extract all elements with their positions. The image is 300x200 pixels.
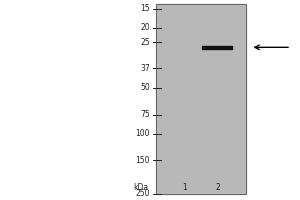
Bar: [202, 46, 232, 49]
Text: kDa: kDa: [134, 184, 148, 192]
Text: 25: 25: [140, 38, 150, 47]
Text: 2: 2: [215, 184, 220, 192]
Bar: [156, 4, 246, 194]
Text: 20: 20: [140, 23, 150, 32]
Text: 150: 150: [136, 156, 150, 165]
Text: 15: 15: [140, 4, 150, 13]
Bar: [156, 4, 246, 194]
Text: 250: 250: [136, 189, 150, 198]
Text: 37: 37: [140, 64, 150, 73]
Text: 75: 75: [140, 110, 150, 119]
Text: 100: 100: [136, 129, 150, 138]
Text: 1: 1: [182, 184, 187, 192]
Text: 50: 50: [140, 83, 150, 92]
